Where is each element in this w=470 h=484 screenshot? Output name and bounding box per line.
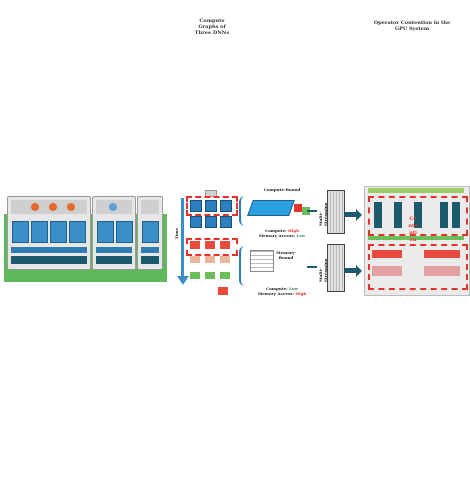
compute-prefix: Compute:	[264, 228, 289, 233]
memory-brace	[239, 246, 246, 286]
operator-block	[218, 287, 228, 295]
operator-block	[190, 241, 200, 249]
gpu-panel-header	[368, 188, 464, 193]
sm-core	[50, 221, 67, 243]
l2-cache-bar	[11, 247, 87, 253]
sm-column	[374, 202, 382, 228]
operator-block	[220, 200, 232, 212]
compute-contention-region	[368, 196, 468, 236]
operator-block	[205, 272, 215, 279]
compute-brace	[239, 196, 246, 226]
sm-core	[12, 221, 29, 243]
operator-block	[190, 216, 202, 228]
memory-bar	[141, 256, 159, 264]
to-gpu-arrow-2-head	[356, 265, 362, 277]
sm-column	[394, 202, 402, 228]
l2-cache-bar	[141, 247, 159, 253]
to-gpu-arrow-1-head	[356, 209, 362, 221]
stream-matrix-1	[327, 190, 345, 234]
sm-core	[116, 221, 133, 243]
operator-block	[220, 272, 230, 279]
memory-bound-label: Memory-Bound	[276, 250, 296, 260]
memory-block	[424, 266, 460, 276]
sm-column	[440, 202, 448, 228]
scheduler-row	[11, 200, 87, 214]
operator-block	[205, 241, 215, 249]
memory-prefix: Memory Access:	[257, 291, 296, 296]
memory-block	[372, 266, 402, 276]
time-arrow	[181, 198, 184, 278]
sm-column	[414, 202, 422, 228]
operator-block	[205, 256, 215, 263]
memory-value: High	[295, 291, 307, 296]
compute-bound-stats: Compute: High Memory Access: Low	[250, 228, 314, 238]
stream-arrow-2	[307, 266, 317, 268]
operator-block	[190, 256, 200, 263]
gpu-block-right	[137, 196, 163, 270]
scheduler-icon	[109, 203, 117, 211]
to-gpu-arrow-1	[345, 212, 357, 217]
gpu-green-strip	[368, 236, 464, 240]
compute-value: High	[288, 228, 300, 233]
time-axis-label: Time	[174, 228, 179, 240]
operator-contention-title: Operator Contention in the GPU System	[373, 20, 451, 32]
to-gpu-arrow-2	[345, 268, 357, 273]
memory-contention-region	[368, 244, 468, 290]
contention-label: Contention	[408, 216, 418, 243]
compute-prefix: Compute:	[266, 286, 290, 291]
sm-core	[69, 221, 86, 243]
time-arrow-head	[177, 276, 189, 285]
memory-bound-stats: Compute: Low Memory Access: High	[250, 286, 314, 296]
operator-block	[220, 241, 230, 249]
stream-arrow-1	[307, 210, 317, 212]
compute-value: Low	[289, 286, 298, 291]
compute-bound-tensor-icon	[247, 196, 310, 220]
operator-block	[190, 272, 200, 279]
sm-core	[31, 221, 48, 243]
memory-block	[372, 250, 402, 258]
compute-bound-highlight	[186, 196, 238, 216]
memory-bound-highlight	[186, 238, 238, 256]
operator-block	[220, 216, 232, 228]
scheduler-icon	[31, 203, 39, 211]
sm-column	[452, 202, 460, 228]
operator-block	[190, 200, 202, 212]
memory-value: Low	[296, 233, 306, 238]
compute-graphs-title: Compute Graphs of Three DNNs	[194, 18, 230, 36]
scheduler-icon	[49, 203, 57, 211]
memory-prefix: Memory Access:	[258, 233, 297, 238]
sm-core	[142, 221, 159, 243]
l2-cache-bar	[96, 247, 132, 253]
operator-block	[205, 216, 217, 228]
sm-core	[97, 221, 114, 243]
gpu-block-left	[7, 196, 91, 270]
compute-bound-label: Compute-Bound	[263, 187, 301, 192]
memory-bound-matrix-icon	[250, 250, 274, 272]
gpu-block-middle	[92, 196, 136, 270]
memory-bar	[96, 256, 132, 264]
operator-block	[205, 200, 217, 212]
operator-block	[220, 256, 230, 263]
stream-matrix-2	[327, 244, 345, 292]
memory-bar	[11, 256, 87, 264]
memory-block	[424, 250, 460, 258]
scheduler-icon	[67, 203, 75, 211]
